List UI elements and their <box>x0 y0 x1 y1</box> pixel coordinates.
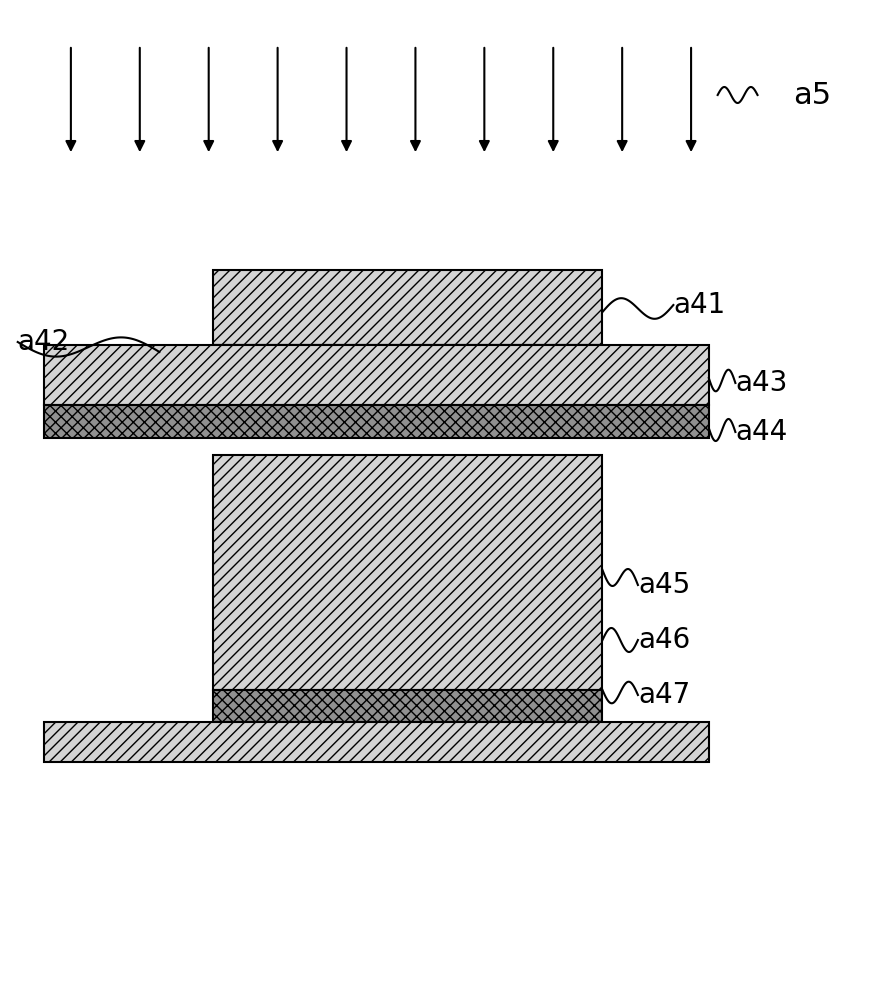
Text: a43: a43 <box>735 369 788 397</box>
Bar <box>213 270 602 345</box>
Text: a44: a44 <box>735 418 788 446</box>
Text: a5: a5 <box>793 81 831 109</box>
Bar <box>44 722 709 762</box>
Text: a46: a46 <box>638 626 690 654</box>
Text: a42: a42 <box>18 328 70 356</box>
Bar <box>213 345 602 365</box>
Bar <box>44 405 709 438</box>
Text: a41: a41 <box>673 291 726 319</box>
Bar <box>213 690 602 722</box>
Bar <box>213 455 602 690</box>
Bar <box>44 345 709 405</box>
Text: a45: a45 <box>638 571 690 599</box>
Text: a47: a47 <box>638 681 690 709</box>
